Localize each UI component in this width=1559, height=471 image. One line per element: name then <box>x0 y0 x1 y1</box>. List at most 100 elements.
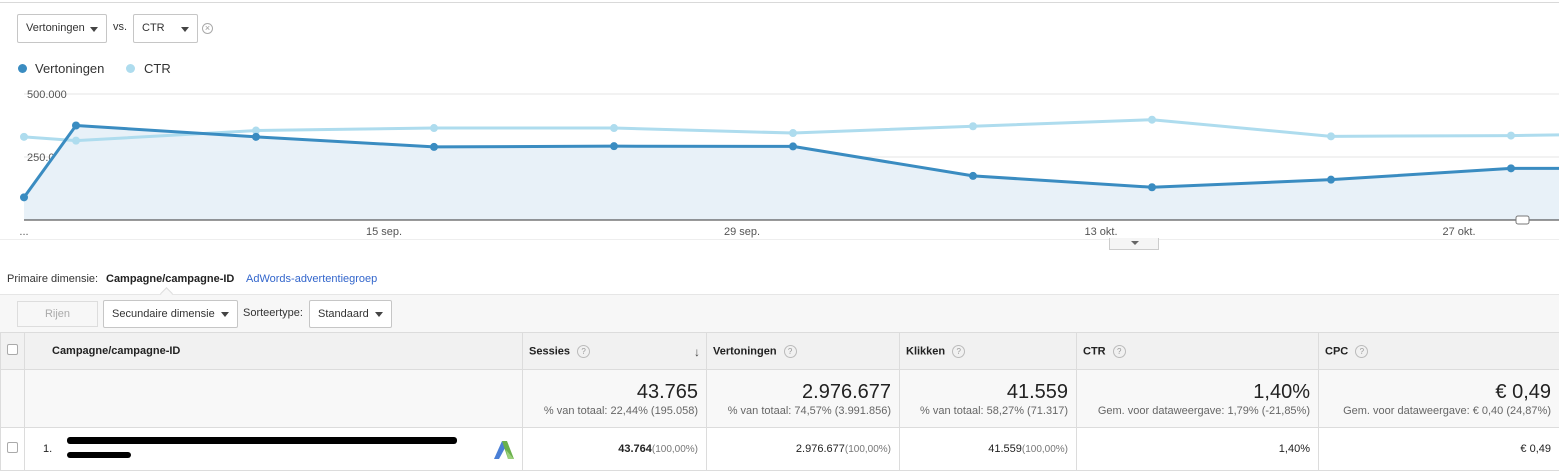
data-point-ctr <box>969 122 977 131</box>
row-ctr: 1,40% <box>1076 427 1319 471</box>
data-point-ctr <box>1507 131 1515 140</box>
data-point-ctr <box>72 136 80 145</box>
help-icon[interactable]: ? <box>1112 344 1126 358</box>
col-ctr[interactable]: CTR ? <box>1076 332 1319 370</box>
redacted-campaign-name[interactable] <box>67 437 457 444</box>
data-point-ctr <box>430 124 438 133</box>
data-point-ctr <box>20 132 28 141</box>
secondary-metric-label: CTR <box>142 22 165 34</box>
total-ctr: 1,40% Gem. voor dataweergave: 1,79% (-21… <box>1076 369 1319 428</box>
col-ctr-label: CTR <box>1083 344 1106 357</box>
dimension-adgroup-link[interactable]: AdWords-advertentiegroep <box>246 273 378 285</box>
col-vertoningen[interactable]: Vertoningen ? <box>706 332 900 370</box>
row-index: 1. <box>43 443 53 455</box>
sort-type-label: Sorteertype: <box>243 307 303 319</box>
secondary-dimension-dropdown[interactable]: Secundaire dimensie <box>103 300 238 328</box>
campaign-cell: 1. <box>24 427 523 471</box>
total-ctr-sub: Gem. voor dataweergave: 1,79% (-21,85%) <box>1097 404 1310 417</box>
top-divider <box>0 2 1559 3</box>
annotation-icon <box>1515 215 1530 225</box>
help-icon[interactable]: ? <box>783 344 797 358</box>
row-klikken-pct: (100,00%) <box>1021 444 1068 455</box>
row-klikken-value: 41.559 <box>988 443 1022 455</box>
select-all-cell <box>0 332 25 370</box>
legend-label-vertoningen: Vertoningen <box>35 61 105 76</box>
totals-label-cell <box>24 369 523 428</box>
total-klikken-sub: % van totaal: 58,27% (71.317) <box>920 404 1068 417</box>
chevron-down-icon <box>90 27 98 32</box>
data-point-ctr <box>789 129 797 138</box>
col-vertoningen-label: Vertoningen <box>713 344 777 357</box>
chart-collapse-tab[interactable] <box>1109 238 1159 250</box>
total-klikken-value: 41.559 <box>1006 380 1068 403</box>
total-cpc-value: € 0,49 <box>1495 380 1551 403</box>
col-sessies-label: Sessies <box>529 344 570 357</box>
show-rows-button[interactable]: Rijen weergeven <box>17 301 98 344</box>
data-point-ctr <box>1148 115 1156 124</box>
row-checkbox-cell <box>0 427 25 471</box>
col-cpc[interactable]: CPC ? <box>1318 332 1559 370</box>
data-point-vertoningen <box>252 132 260 141</box>
total-klikken: 41.559 % van totaal: 58,27% (71.317) <box>899 369 1077 428</box>
secondary-dimension-label: Secundaire dimensie <box>112 308 215 320</box>
data-point-vertoningen <box>430 142 438 151</box>
col-cpc-label: CPC <box>1325 344 1349 357</box>
area-fill-vertoningen <box>24 125 1559 220</box>
x-tick-label: 13 okt. <box>1084 226 1117 238</box>
x-tick-label: 15 sep. <box>366 226 402 238</box>
data-point-vertoningen <box>1148 183 1156 192</box>
sort-type-dropdown[interactable]: Standaard <box>309 300 392 328</box>
row-vertoningen-pct: (100,00%) <box>844 444 891 455</box>
table-header-row: Campagne/campagne-ID Sessies ? ↓ Vertoni… <box>0 332 1559 370</box>
data-point-vertoningen <box>72 121 80 130</box>
total-vertoningen-value: 2.976.677 <box>802 380 891 403</box>
row-vertoningen: 2.976.677(100,00%) <box>706 427 900 471</box>
total-ctr-value: 1,40% <box>1253 380 1310 403</box>
row-vertoningen-value: 2.976.677 <box>795 443 845 455</box>
legend-dot-vertoningen <box>18 64 27 73</box>
help-icon[interactable]: ? <box>1355 344 1369 358</box>
total-vertoningen: 2.976.677 % van totaal: 74,57% (3.991.85… <box>706 369 900 428</box>
col-campaign[interactable]: Campagne/campagne-ID <box>24 332 523 370</box>
remove-metric-icon[interactable]: × <box>202 23 213 34</box>
data-point-ctr <box>252 126 260 135</box>
primary-metric-dropdown[interactable]: Vertoningen <box>17 14 107 43</box>
data-table: Campagne/campagne-ID Sessies ? ↓ Vertoni… <box>0 332 1559 471</box>
row-sessies-pct: (100,00%) <box>651 444 698 455</box>
select-all-checkbox[interactable] <box>7 344 18 355</box>
dimension-campaign[interactable]: Campagne/campagne-ID <box>106 273 235 285</box>
col-sessies[interactable]: Sessies ? ↓ <box>522 332 707 370</box>
row-checkbox[interactable] <box>7 442 18 453</box>
chevron-down-icon <box>1131 241 1139 245</box>
row-cpc: € 0,49 <box>1318 427 1559 471</box>
row-klikken: 41.559(100,00%) <box>899 427 1077 471</box>
x-tick-label: 27 okt. <box>1442 226 1475 238</box>
vs-label: vs. <box>113 21 128 33</box>
row-sessies-value: 43.764 <box>618 443 652 455</box>
primary-dimension-label: Primaire dimensie: <box>7 273 99 285</box>
total-vertoningen-sub: % van totaal: 74,57% (3.991.856) <box>727 404 891 417</box>
help-icon[interactable]: ? <box>577 344 591 358</box>
col-klikken[interactable]: Klikken ? <box>899 332 1077 370</box>
secondary-metric-dropdown[interactable]: CTR <box>133 14 198 43</box>
data-point-ctr <box>1327 132 1335 141</box>
chevron-down-icon <box>375 312 383 317</box>
data-point-ctr <box>610 124 618 133</box>
legend-label-ctr: CTR <box>144 61 171 76</box>
totals-row: 43.765 % van totaal: 22,44% (195.058) 2.… <box>0 369 1559 428</box>
data-point-vertoningen <box>969 171 977 180</box>
sort-type-value: Standaard <box>318 308 369 320</box>
data-point-vertoningen <box>610 142 618 151</box>
x-tick-label: ... <box>19 226 28 238</box>
total-sessies: 43.765 % van totaal: 22,44% (195.058) <box>522 369 707 428</box>
sort-descending-icon: ↓ <box>694 345 700 359</box>
total-sessies-sub: % van totaal: 22,44% (195.058) <box>543 404 698 417</box>
y-tick-label: 500.000 <box>27 89 67 101</box>
help-icon[interactable]: ? <box>952 344 966 358</box>
x-tick-label: 29 sep. <box>724 226 760 238</box>
data-point-vertoningen <box>789 142 797 151</box>
total-sessies-value: 43.765 <box>636 380 698 403</box>
table-toolbar: Rijen weergeven Secundaire dimensie Sort… <box>0 294 1559 344</box>
row-sessies: 43.764(100,00%) <box>522 427 707 471</box>
